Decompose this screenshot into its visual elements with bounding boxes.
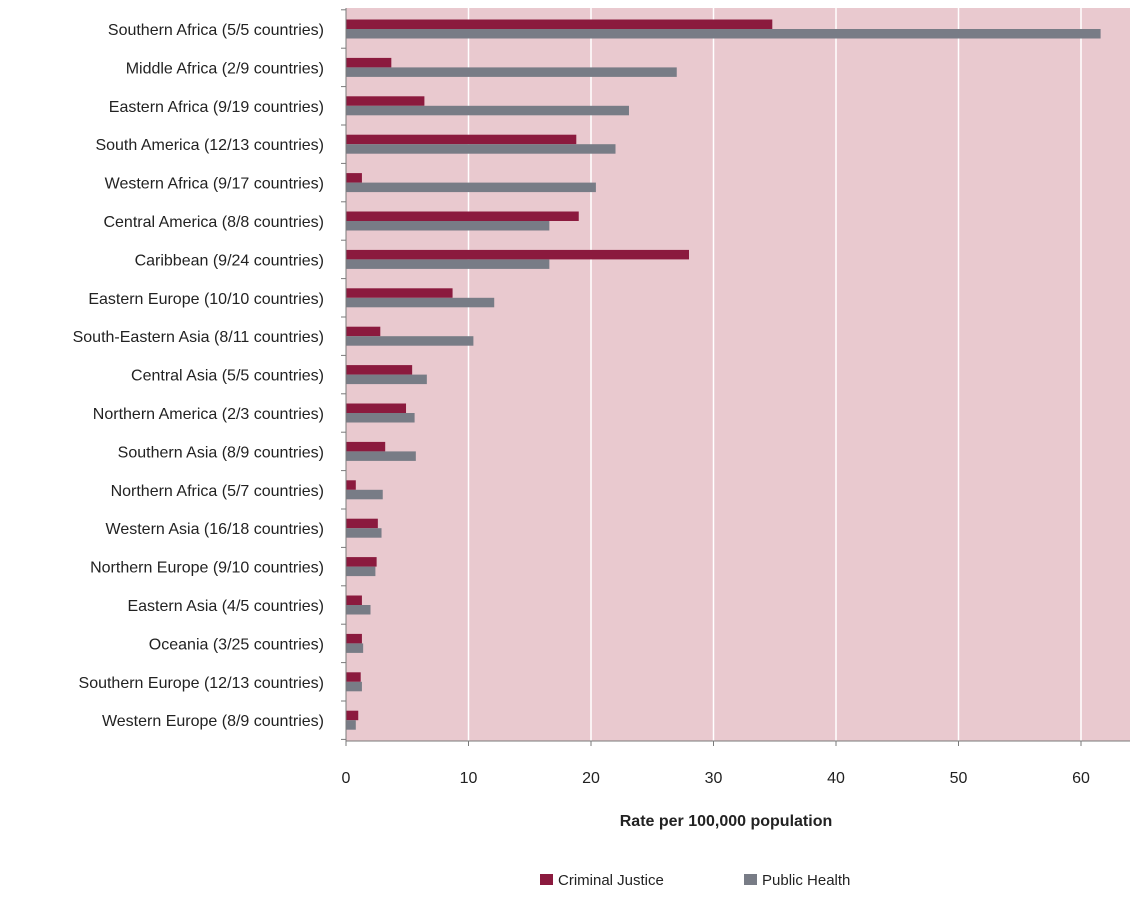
- category-label: Central America (8/8 countries): [103, 214, 324, 231]
- bar-public-health: [346, 297, 495, 308]
- bar-public-health: [346, 105, 629, 116]
- legend-item-criminal-justice: Criminal Justice: [540, 872, 664, 889]
- bar-public-health: [346, 720, 356, 730]
- bar-criminal-justice: [346, 441, 386, 452]
- category-label: Southern Europe (12/13 countries): [79, 675, 324, 692]
- bar-criminal-justice: [346, 672, 361, 682]
- bar-criminal-justice: [346, 403, 407, 413]
- category-label: Northern Europe (9/10 countries): [90, 560, 324, 577]
- category-label: Southern Asia (8/9 countries): [118, 444, 324, 461]
- legend-label: Public Health: [762, 872, 850, 889]
- bar-criminal-justice: [346, 480, 356, 490]
- plot-background: [346, 8, 1130, 741]
- x-tick-label: 50: [950, 770, 968, 787]
- category-label: Eastern Africa (9/19 countries): [109, 99, 324, 116]
- x-tick-label: 0: [342, 770, 351, 787]
- x-tick-label: 30: [705, 770, 723, 787]
- bar-public-health: [346, 259, 550, 269]
- bar-criminal-justice: [346, 326, 381, 337]
- bar-criminal-justice: [346, 518, 378, 529]
- legend-swatch: [540, 874, 553, 885]
- bar-criminal-justice: [346, 134, 577, 145]
- bar-public-health: [346, 221, 550, 231]
- bar-public-health: [346, 528, 382, 538]
- x-tick-label: 10: [460, 770, 478, 787]
- bar-criminal-justice: [346, 96, 425, 106]
- category-label: South America (12/13 countries): [95, 137, 324, 154]
- category-label: Southern Africa (5/5 countries): [108, 22, 324, 39]
- bar-criminal-justice: [346, 710, 359, 721]
- x-tick-label: 20: [582, 770, 600, 787]
- bar-criminal-justice: [346, 365, 413, 375]
- bar-criminal-justice: [346, 57, 392, 68]
- bars: [346, 19, 1101, 730]
- category-label: Oceania (3/25 countries): [149, 636, 324, 653]
- bar-criminal-justice: [346, 211, 579, 221]
- plot-area: [341, 8, 1130, 742]
- category-label: Eastern Europe (10/10 countries): [88, 291, 324, 308]
- bar-criminal-justice: [346, 633, 362, 644]
- bar-public-health: [346, 413, 415, 423]
- bar-public-health: [346, 451, 416, 461]
- bar-public-health: [346, 29, 1101, 39]
- bar-public-health: [346, 643, 364, 653]
- bar-public-health: [346, 182, 596, 193]
- bar-criminal-justice: [346, 173, 362, 183]
- x-tick-label: 60: [1072, 770, 1090, 787]
- category-labels: Southern Africa (5/5 countries) Middle Af…: [73, 22, 324, 730]
- bar-public-health: [346, 566, 376, 577]
- bar-public-health: [346, 144, 616, 154]
- bar-criminal-justice: [346, 249, 689, 260]
- category-label: Western Africa (9/17 countries): [105, 176, 324, 193]
- bar-criminal-justice: [346, 595, 362, 605]
- bar-public-health: [346, 67, 677, 77]
- category-label: Northern Africa (5/7 countries): [111, 483, 324, 500]
- category-label: Central Asia (5/5 countries): [131, 368, 324, 385]
- bar-public-health: [346, 489, 383, 500]
- x-tick-label: 40: [827, 770, 845, 787]
- category-label: Northern America (2/3 countries): [93, 406, 324, 423]
- x-axis-ticks: 0 10 20 30 40 50 60: [342, 741, 1090, 787]
- bar-public-health: [346, 681, 362, 692]
- category-label: Western Europe (8/9 countries): [102, 713, 324, 730]
- bar-criminal-justice: [346, 557, 377, 567]
- category-label: Western Asia (16/18 countries): [106, 521, 324, 538]
- legend-swatch: [744, 874, 757, 885]
- legend-item-public-health: Public Health: [744, 872, 850, 889]
- legend-label: Criminal Justice: [558, 872, 664, 889]
- category-label: Eastern Asia (4/5 countries): [127, 598, 324, 615]
- category-label: South-Eastern Asia (8/11 countries): [73, 329, 324, 346]
- bar-criminal-justice: [346, 19, 773, 29]
- bar-public-health: [346, 605, 371, 615]
- legend: Criminal Justice Public Health: [540, 872, 850, 889]
- category-label: Middle Africa (2/9 countries): [126, 60, 324, 77]
- bar-public-health: [346, 374, 427, 385]
- bar-public-health: [346, 336, 474, 346]
- category-label: Caribbean (9/24 countries): [135, 252, 324, 269]
- x-axis-title: Rate per 100,000 population: [620, 813, 833, 830]
- bar-criminal-justice: [346, 288, 453, 298]
